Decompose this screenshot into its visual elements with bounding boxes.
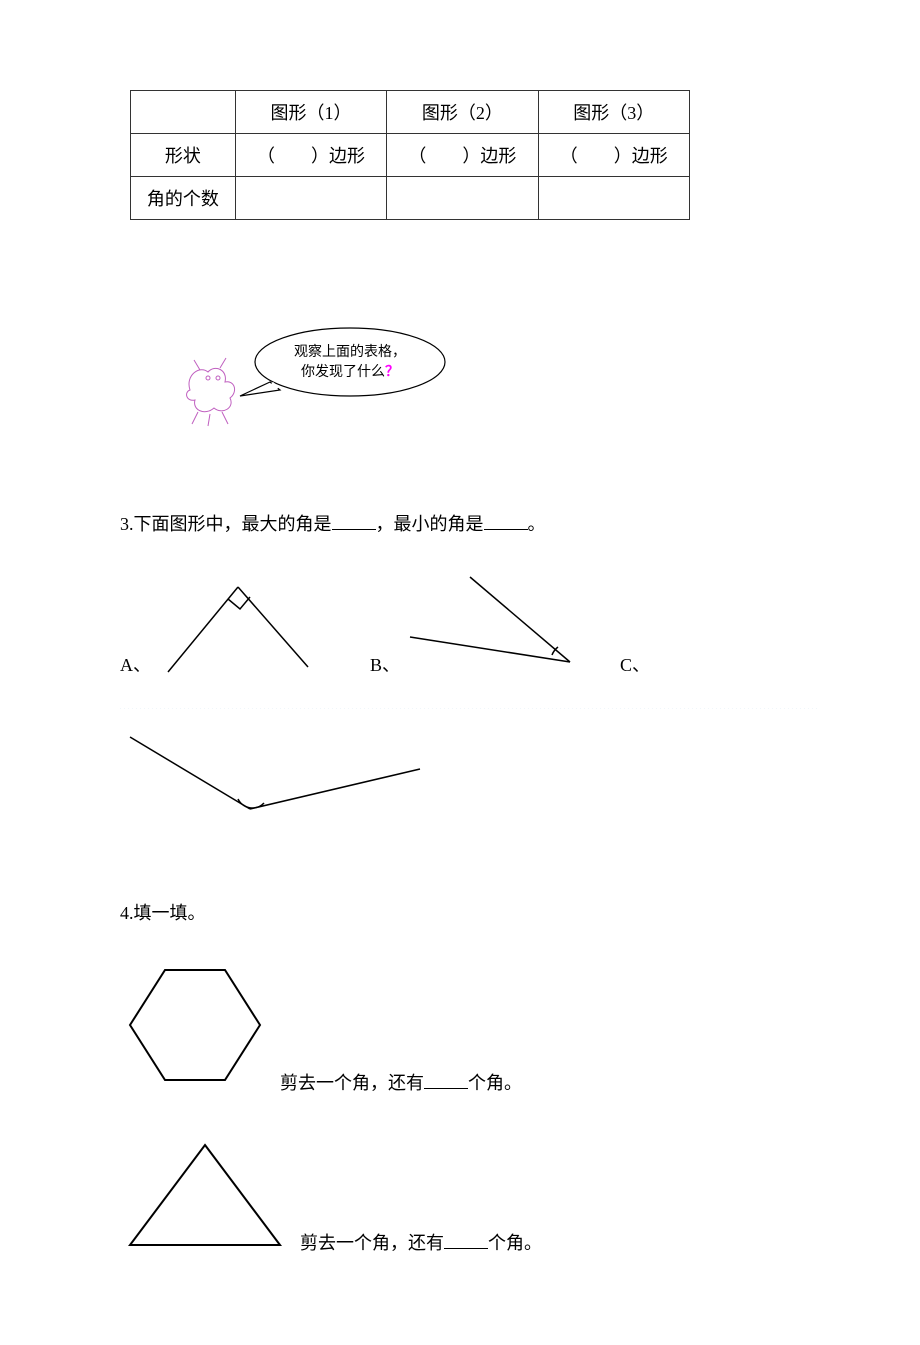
worksheet-table: 图形（1） 图形（2） 图形（3） 形状 （ ）边形 （ ）边形 （ ）边形 角… — [130, 90, 690, 220]
cell-shape-2: （ ）边形 — [387, 134, 538, 177]
table-header-empty — [131, 91, 236, 134]
creature-icon — [187, 358, 235, 426]
table-header-2: 图形（2） — [387, 91, 538, 134]
hex-blank — [424, 1069, 468, 1089]
triangle-row: 剪去一个角，还有 个角。 — [120, 1135, 800, 1265]
bubble-line1: 观察上面的表格， — [294, 343, 406, 360]
tri-text-after: 个角。 — [488, 1233, 542, 1253]
content: 图形（1） 图形（2） 图形（3） 形状 （ ）边形 （ ）边形 （ ）边形 角… — [0, 0, 920, 1345]
cell-angles-1 — [235, 177, 386, 220]
q3-mid: ，最小的角是 — [376, 514, 484, 534]
triangle-text: 剪去一个角，还有 个角。 — [300, 1229, 542, 1255]
cell-shape-1: （ ）边形 — [235, 134, 386, 177]
cell-shape-3: （ ）边形 — [538, 134, 689, 177]
triangle-svg — [120, 1135, 290, 1255]
q3-blank-1 — [332, 510, 376, 530]
tri-text-before: 剪去一个角，还有 — [300, 1233, 444, 1253]
speech-bubble-svg: 观察上面的表格， 你发现了什么？ — [180, 320, 480, 440]
cell-angles-2 — [387, 177, 538, 220]
angle-a-svg — [148, 567, 328, 687]
speech-bubble: 观察上面的表格， 你发现了什么？ — [240, 328, 445, 396]
hexagon-svg — [120, 955, 270, 1095]
table-header-row: 图形（1） 图形（2） 图形（3） — [131, 91, 690, 134]
angle-b-svg — [400, 567, 600, 687]
speech-bubble-block: 观察上面的表格， 你发现了什么？ — [180, 320, 800, 440]
hex-text-after: 个角。 — [468, 1073, 522, 1093]
table-header-3: 图形（3） — [538, 91, 689, 134]
label-c: C、 — [620, 651, 650, 677]
row-label-shape: 形状 — [131, 134, 236, 177]
angle-c-svg — [120, 709, 440, 839]
hex-text-before: 剪去一个角，还有 — [280, 1073, 424, 1093]
hexagon-text: 剪去一个角，还有 个角。 — [280, 1069, 522, 1095]
angles-row-ab: A、 B、 C、 — [120, 567, 800, 687]
cell-angles-3 — [538, 177, 689, 220]
q3-suffix: 。 — [528, 514, 546, 534]
table-row-angles: 角的个数 — [131, 177, 690, 220]
table-header-1: 图形（1） — [235, 91, 386, 134]
row-label-angles: 角的个数 — [131, 177, 236, 220]
bubble-line2: 你发现了什么？ — [301, 364, 399, 380]
page: 图形（1） 图形（2） 图形（3） 形状 （ ）边形 （ ）边形 （ ）边形 角… — [0, 0, 920, 1345]
q3-prefix: 3.下面图形中，最大的角是 — [120, 514, 332, 534]
angle-c-row — [120, 709, 800, 839]
table-row-shape: 形状 （ ）边形 （ ）边形 （ ）边形 — [131, 134, 690, 177]
question-3: 3.下面图形中，最大的角是 ，最小的角是 。 — [120, 510, 800, 539]
hexagon-row: 剪去一个角，还有 个角。 — [120, 955, 800, 1095]
label-a: A、 — [120, 651, 151, 677]
question-4-title: 4.填一填。 — [120, 899, 800, 925]
q3-blank-2 — [484, 510, 528, 530]
label-b: B、 — [370, 651, 400, 677]
tri-blank — [444, 1229, 488, 1249]
